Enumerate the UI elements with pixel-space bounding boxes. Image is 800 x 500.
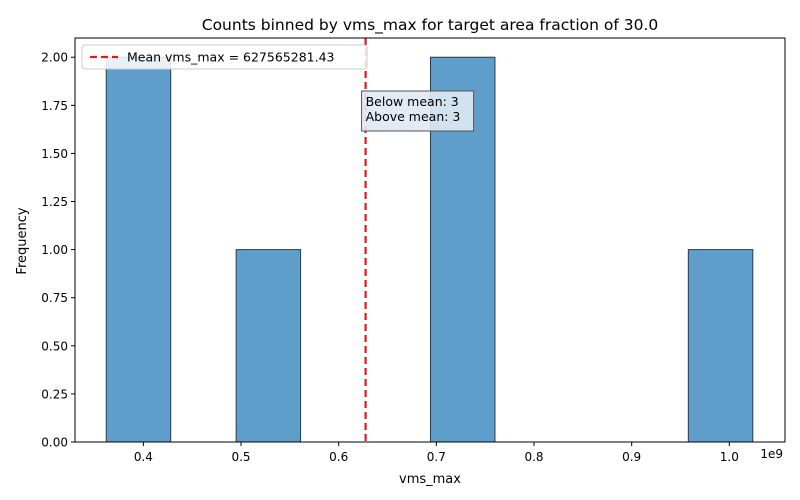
y-tick-label: 0.50 (41, 339, 68, 353)
x-axis-label: vms_max (399, 472, 461, 487)
x-tick-label: 0.9 (622, 450, 641, 464)
y-tick-label: 0.00 (41, 436, 68, 450)
y-tick-label: 0.75 (41, 291, 68, 305)
axes-frame (74, 37, 786, 443)
x-tick-label: 0.4 (134, 450, 153, 464)
y-tick-label: 2.00 (41, 51, 68, 65)
chart-title: Counts binned by vms_max for target area… (202, 16, 659, 35)
y-tick-label: 1.75 (41, 99, 68, 113)
legend-label-mean: Mean vms_max = 627565281.43 (127, 50, 334, 65)
histogram-bar-1 (105, 56, 172, 443)
y-tick-label: 1.25 (41, 195, 68, 209)
y-axis-label: Frequency (15, 207, 30, 274)
x-tick-label: 0.7 (427, 450, 446, 464)
histogram-bar-2 (235, 249, 302, 443)
x-tick-label: 0.5 (231, 450, 250, 464)
legend-box (81, 44, 368, 70)
x-tick-label: 1.0 (720, 450, 739, 464)
x-tick-label: 0.8 (524, 450, 543, 464)
annotation-line-2: Above mean: 3 (366, 109, 461, 124)
histogram-bar-4 (687, 249, 754, 443)
y-tick-label: 1.00 (41, 243, 68, 257)
x-axis-offset-label: 1e9 (760, 447, 783, 461)
legend: Mean vms_max = 627565281.43 (81, 44, 368, 70)
y-tick-label: 1.50 (41, 147, 68, 161)
annotation-line-1: Below mean: 3 (366, 94, 459, 109)
y-tick-label: 0.25 (41, 387, 68, 401)
annotation-box (361, 90, 475, 132)
x-tick-label: 0.6 (329, 450, 348, 464)
